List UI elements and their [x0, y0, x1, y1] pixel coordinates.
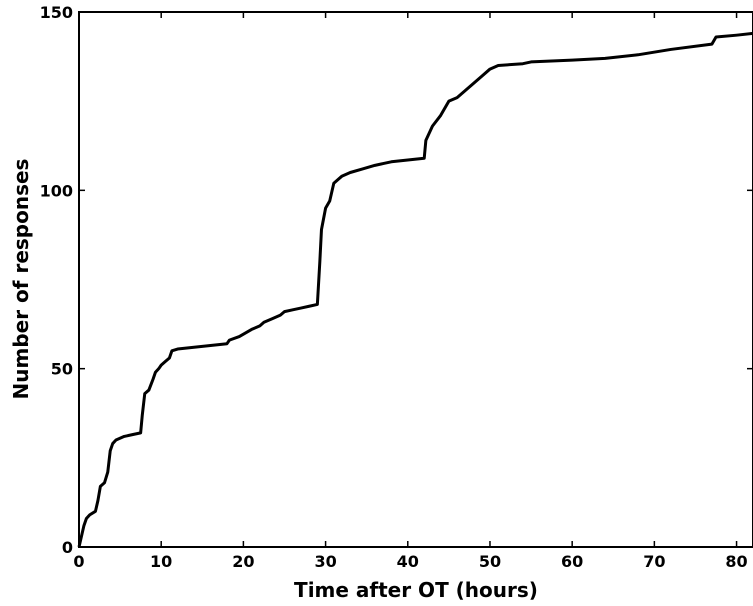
- x-tick-label: 30: [314, 552, 336, 571]
- x-tick-label: 60: [561, 552, 583, 571]
- x-tick-label: 20: [232, 552, 254, 571]
- y-tick-label: 150: [40, 3, 73, 22]
- x-tick-label: 50: [479, 552, 501, 571]
- axis-ticks: 0 10 20 30 40 50 60 70 80 0 50 100 150: [40, 3, 753, 571]
- y-axis-label: Number of responses: [9, 159, 33, 400]
- x-tick-label: 0: [73, 552, 84, 571]
- y-tick-label: 0: [62, 538, 73, 557]
- series-line: [77, 31, 753, 548]
- x-tick-label: 80: [725, 552, 747, 571]
- x-tick-label: 70: [643, 552, 665, 571]
- x-tick-label: 10: [150, 552, 172, 571]
- series-layer: [77, 31, 753, 548]
- x-axis-label: Time after OT (hours): [294, 578, 538, 602]
- x-tick-label: 40: [397, 552, 419, 571]
- y-tick-label: 100: [40, 181, 73, 200]
- y-tick-label: 50: [51, 360, 73, 379]
- plot-area: [78, 11, 753, 548]
